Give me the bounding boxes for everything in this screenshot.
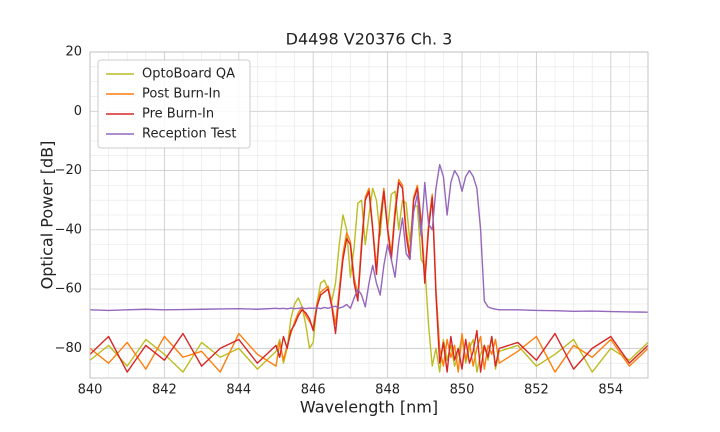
grid <box>89 51 649 379</box>
series-line <box>90 163 648 313</box>
x-tick-label: 842 <box>152 383 177 398</box>
y-tick-label: −60 <box>55 282 82 297</box>
x-tick-label: 840 <box>78 383 103 398</box>
series-line <box>90 181 648 373</box>
plot-lines <box>90 163 648 373</box>
legend-label: Reception Test <box>142 127 236 142</box>
y-tick-label: −80 <box>55 341 82 356</box>
legend-label: Pre Burn-In <box>142 107 214 122</box>
x-tick-label: 854 <box>598 383 623 398</box>
legend-box <box>97 59 251 149</box>
x-tick-label: 846 <box>301 383 326 398</box>
legend: OptoBoard QA Post Burn-In Pre Burn-In Recep… <box>97 59 251 149</box>
plot-frame <box>89 51 649 379</box>
x-axis-label: Wavelength [nm] <box>300 398 438 417</box>
x-tick-label: 852 <box>524 383 549 398</box>
legend-label: OptoBoard QA <box>142 67 235 82</box>
x-tick-label: 850 <box>450 383 475 398</box>
y-tick-label: −40 <box>55 222 82 237</box>
y-tick-label: 0 <box>74 104 82 119</box>
y-axis-label: Optical Power [dB] <box>38 141 57 290</box>
x-tick-label: 844 <box>226 383 251 398</box>
x-tick-label: 848 <box>375 383 400 398</box>
y-tick-label: 20 <box>65 45 82 60</box>
y-tick-label: −20 <box>55 163 82 178</box>
legend-label: Post Burn-In <box>142 87 221 102</box>
chart-title: D4498 V20376 Ch. 3 <box>286 30 453 49</box>
